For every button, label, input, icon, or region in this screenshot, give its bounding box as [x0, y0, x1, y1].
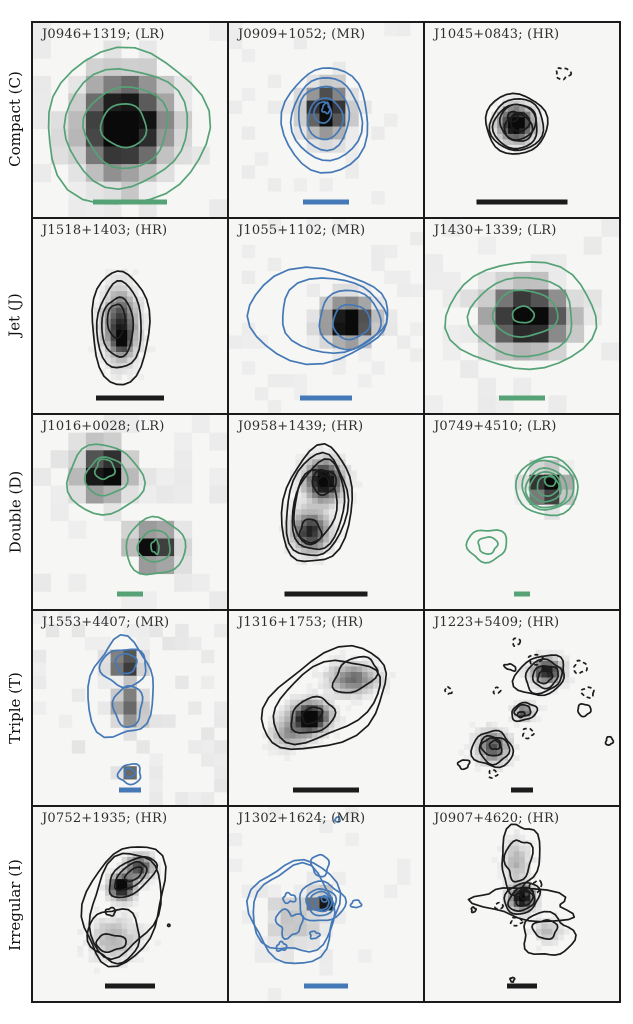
panel-title: J1553+4407; (MR) — [42, 615, 170, 630]
scale-bar — [300, 395, 352, 401]
scale-bar — [499, 395, 545, 401]
panel-title: J1016+0028; (LR) — [42, 419, 165, 434]
scale-bar — [117, 591, 143, 597]
scale-bar — [303, 199, 349, 205]
scale-bar — [476, 199, 568, 205]
contour-plot — [467, 823, 577, 989]
panel-title: J1430+1339; (LR) — [434, 223, 557, 238]
contour-plot — [33, 23, 227, 217]
contour-plot — [229, 219, 423, 413]
scale-bar — [93, 199, 167, 205]
contour-plot — [229, 23, 411, 205]
panel-j0749-4510: J0749+4510; (LR) — [425, 415, 619, 609]
contour-plot — [425, 219, 619, 413]
contour-plot — [476, 67, 573, 205]
panel-title: J1316+1753; (HR) — [238, 615, 364, 630]
row-label-compact: Compact (C) — [6, 71, 24, 167]
contour-plot — [88, 268, 164, 401]
contour-plot — [77, 846, 171, 989]
scale-bar — [105, 983, 155, 989]
panel-title: J1518+1403; (HR) — [42, 223, 168, 238]
panel-j1045-0843: J1045+0843; (HR) — [425, 23, 619, 217]
panel-j1302-1624: J1302+1624; (MR) — [229, 807, 423, 1001]
contour-plot — [465, 455, 579, 597]
panel-j0909-1052: J0909+1052; (MR) — [229, 23, 423, 217]
scale-bar — [304, 983, 348, 989]
scale-bar — [507, 983, 537, 989]
scale-bar — [293, 787, 359, 793]
contour-plot — [260, 644, 396, 793]
panel-j0752-1935: J0752+1935; (HR) — [33, 807, 227, 1001]
row-label-double: Double (D) — [6, 470, 24, 554]
panel-j1518-1403: J1518+1403; (HR) — [33, 219, 227, 413]
contour-plot — [33, 415, 227, 609]
row-label-irregular: Irregular (I) — [6, 859, 24, 951]
panel-j1430-1339: J1430+1339; (LR) — [425, 219, 619, 413]
panel-j1316-1753: J1316+1753; (HR) — [229, 611, 423, 805]
row-label-jet: Jet (J) — [6, 293, 24, 337]
panel-title: J0907+4620; (HR) — [434, 811, 560, 826]
panel-title: J0752+1935; (HR) — [42, 811, 168, 826]
contour-plot — [444, 637, 615, 793]
contour-plot — [278, 442, 368, 597]
panel-title: J1302+1624; (MR) — [238, 811, 366, 826]
panel-j0946-1319: J0946+1319; (LR) — [33, 23, 227, 217]
panel-title: J1223+5409; (HR) — [434, 615, 560, 630]
panel-title: J0749+4510; (LR) — [434, 419, 557, 434]
panel-j1055-1102: J1055+1102; (MR) — [229, 219, 423, 413]
scale-bar — [284, 591, 368, 597]
panel-title: J0946+1319; (LR) — [42, 27, 165, 42]
scale-bar — [514, 591, 530, 597]
panel-j0958-1439: J0958+1439; (HR) — [229, 415, 423, 609]
contour-plot — [229, 807, 411, 1001]
panel-j0907-4620: J0907+4620; (HR) — [425, 807, 619, 1001]
panel-title: J0909+1052; (MR) — [238, 27, 366, 42]
panel-j1553-4407: J1553+4407; (MR) — [33, 611, 227, 805]
scale-bar — [96, 395, 164, 401]
panel-j1223-5409: J1223+5409; (HR) — [425, 611, 619, 805]
row-label-triple: Triple (T) — [6, 672, 25, 744]
contour-plot — [33, 611, 227, 805]
panel-title: J1055+1102; (MR) — [238, 223, 366, 238]
panel-grid: J0946+1319; (LR) J0909+1052; (MR) J1045+… — [31, 21, 621, 1003]
panel-title: J0958+1439; (HR) — [238, 419, 364, 434]
panel-title: J1045+0843; (HR) — [434, 27, 560, 42]
scale-bar — [511, 787, 533, 793]
scale-bar — [119, 787, 141, 793]
panel-j1016-0028: J1016+0028; (LR) — [33, 415, 227, 609]
